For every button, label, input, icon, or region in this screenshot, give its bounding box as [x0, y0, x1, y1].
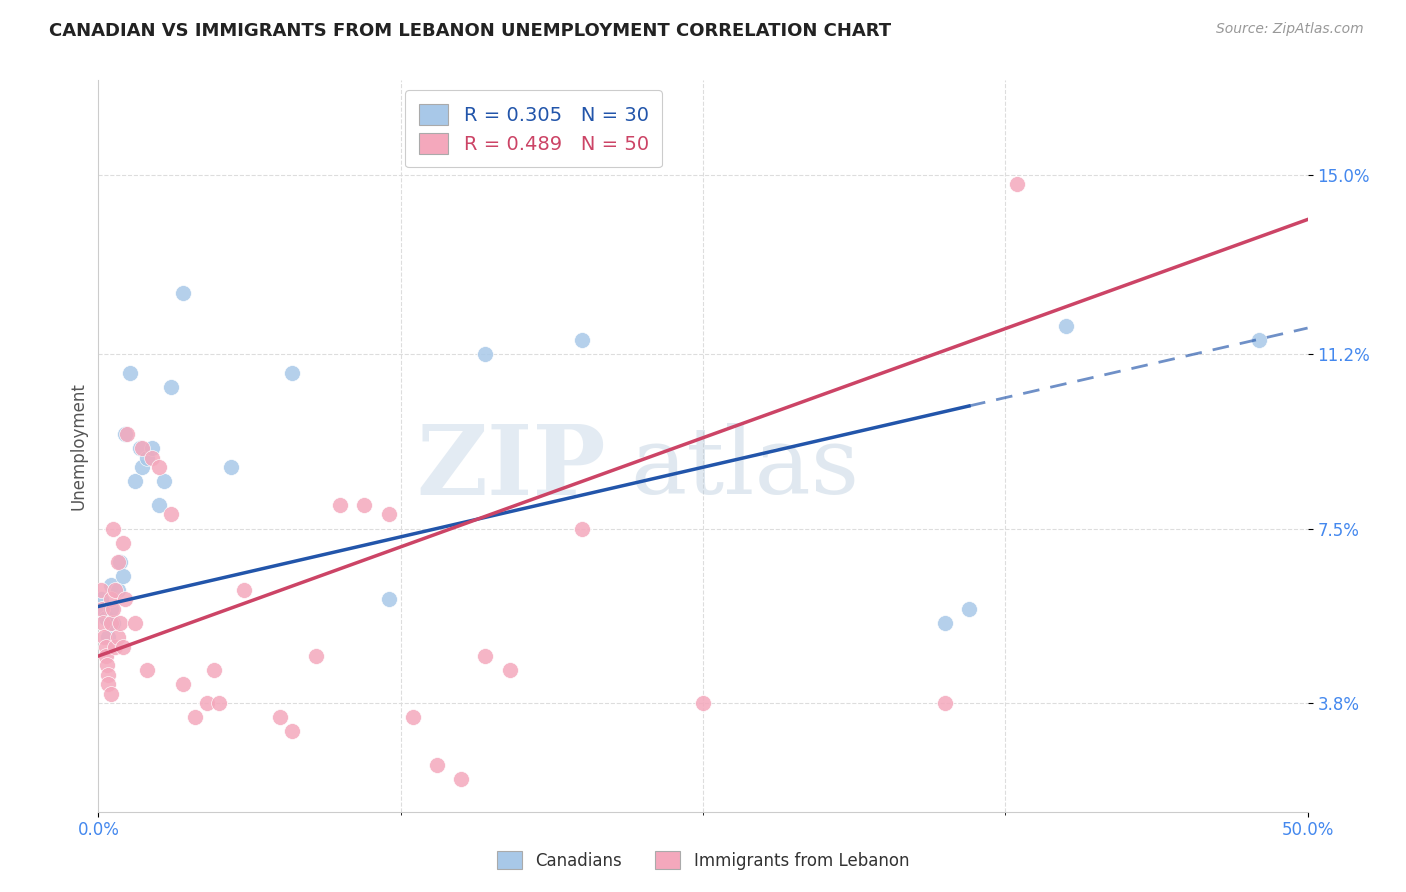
Point [692, 696, 714, 710]
Point [93, 630, 115, 644]
Point [97, 677, 120, 691]
Point [101, 522, 124, 536]
Point [450, 772, 472, 786]
Point [269, 710, 291, 724]
Point [124, 475, 146, 489]
Point [96, 658, 118, 673]
Point [148, 498, 170, 512]
Point [104, 582, 127, 597]
Point [141, 450, 163, 465]
Point [108, 555, 131, 569]
Legend: Canadians, Immigrants from Lebanon: Canadians, Immigrants from Lebanon [491, 845, 915, 877]
Point [108, 615, 131, 630]
Point [100, 592, 122, 607]
Point [91, 602, 114, 616]
Point [377, 508, 399, 522]
Point [100, 602, 122, 616]
Point [135, 663, 157, 677]
Point [117, 427, 139, 442]
Point [1054, 318, 1077, 333]
Point [957, 602, 980, 616]
Point [97, 668, 120, 682]
Point [232, 582, 254, 597]
Point [148, 460, 170, 475]
Point [195, 696, 218, 710]
Point [141, 442, 163, 456]
Point [111, 640, 134, 654]
Point [152, 475, 174, 489]
Point [107, 630, 129, 644]
Point [101, 602, 124, 616]
Point [107, 555, 129, 569]
Point [160, 508, 183, 522]
Point [221, 460, 243, 475]
Point [474, 648, 496, 663]
Point [94, 640, 117, 654]
Y-axis label: Unemployment: Unemployment [69, 382, 87, 510]
Point [204, 663, 226, 677]
Point [571, 522, 593, 536]
Point [281, 724, 304, 739]
Point [135, 450, 157, 465]
Point [426, 757, 449, 772]
Point [100, 615, 122, 630]
Point [934, 696, 956, 710]
Point [184, 710, 207, 724]
Point [104, 640, 127, 654]
Point [100, 578, 122, 592]
Text: CANADIAN VS IMMIGRANTS FROM LEBANON UNEMPLOYMENT CORRELATION CHART: CANADIAN VS IMMIGRANTS FROM LEBANON UNEM… [49, 22, 891, 40]
Point [131, 460, 153, 475]
Point [111, 568, 134, 582]
Point [305, 648, 328, 663]
Point [498, 663, 520, 677]
Point [208, 696, 231, 710]
Point [114, 427, 136, 442]
Point [329, 498, 352, 512]
Text: atlas: atlas [630, 423, 859, 513]
Point [100, 687, 122, 701]
Point [1249, 333, 1271, 347]
Point [1007, 177, 1029, 191]
Point [94, 611, 117, 625]
Text: Source: ZipAtlas.com: Source: ZipAtlas.com [1216, 22, 1364, 37]
Point [97, 630, 120, 644]
Point [353, 498, 375, 512]
Point [172, 677, 194, 691]
Text: ZIP: ZIP [416, 421, 606, 515]
Point [402, 710, 425, 724]
Point [128, 442, 150, 456]
Point [90, 592, 112, 607]
Point [124, 615, 146, 630]
Point [94, 648, 117, 663]
Point [101, 615, 124, 630]
Point [91, 602, 114, 616]
Point [114, 592, 136, 607]
Point [172, 285, 194, 300]
Point [934, 615, 956, 630]
Point [571, 333, 593, 347]
Point [118, 366, 141, 380]
Point [160, 380, 183, 394]
Point [111, 535, 134, 549]
Point [90, 582, 112, 597]
Point [91, 615, 114, 630]
Point [281, 366, 304, 380]
Point [131, 442, 153, 456]
Point [474, 347, 496, 361]
Point [107, 582, 129, 597]
Point [377, 592, 399, 607]
